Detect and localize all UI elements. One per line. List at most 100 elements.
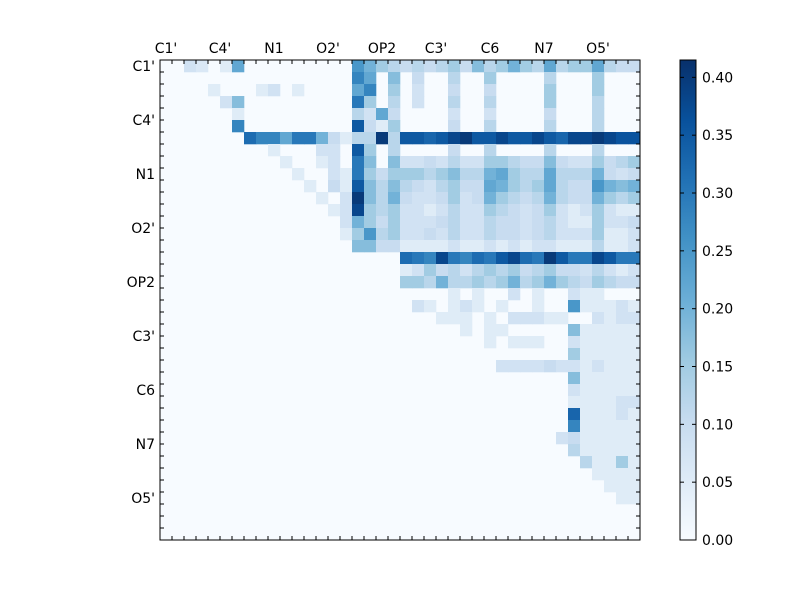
heatmap-cell [412,276,425,289]
heatmap-cell [448,300,461,313]
heatmap-cell [412,84,425,97]
heatmap-cell [496,300,509,313]
heatmap-cell [376,240,389,253]
heatmap-cell [628,348,641,361]
heatmap-cell [412,216,425,229]
heatmap-cell [544,84,557,97]
heatmap-cell [496,60,509,73]
heatmap-cell [400,204,413,217]
heatmap-cell [520,264,533,277]
heatmap-cell [352,180,365,193]
heatmap-cell [592,420,605,433]
heatmap-cell [316,132,329,145]
heatmap-cell [472,228,485,241]
heatmap-cell [484,180,497,193]
heatmap-cell [604,336,617,349]
heatmap-cell [616,192,629,205]
heatmap-cell [448,228,461,241]
heatmap-cell [364,228,377,241]
heatmap-cell [568,288,581,301]
heatmap-cell [568,60,581,73]
heatmap-cell [472,60,485,73]
heatmap-cell [424,264,437,277]
heatmap-cell [268,84,281,97]
heatmap-cell [580,216,593,229]
heatmap-cell [604,312,617,325]
heatmap-cell [580,360,593,373]
heatmap-cell [580,372,593,385]
heatmap-cell [568,264,581,277]
heatmap-cell [628,180,641,193]
heatmap-cell [268,144,281,157]
heatmap-cell [568,168,581,181]
heatmap-cell [628,480,641,493]
heatmap-cell [508,252,521,265]
heatmap-cell [508,240,521,253]
heatmap-cell [604,360,617,373]
heatmap-cell [604,276,617,289]
heatmap-cell [448,252,461,265]
heatmap-cell [604,180,617,193]
heatmap-cell [400,180,413,193]
heatmap-cell [544,192,557,205]
heatmap-cell [208,84,221,97]
heatmap-cell [616,180,629,193]
heatmap-cell [604,432,617,445]
heatmap-cell [460,60,473,73]
heatmap-cell [340,168,353,181]
heatmap-cell [496,252,509,265]
heatmap-cell [520,156,533,169]
heatmap-cell [616,348,629,361]
heatmap-cell [364,72,377,85]
heatmap-cell [592,228,605,241]
heatmap-cell [460,204,473,217]
heatmap-cell [400,264,413,277]
heatmap-cell [628,300,641,313]
heatmap-cell [388,60,401,73]
heatmap-cell [568,348,581,361]
heatmap-cell [424,156,437,169]
heatmap-cell [376,60,389,73]
heatmap-cell [496,216,509,229]
colorbar-ticks: 0.00 0.05 0.10 0.15 0.20 0.25 0.30 0.35 0.40 [680,70,733,549]
heatmap-cell [604,468,617,481]
heatmap-cell [592,276,605,289]
heatmap-cell [592,144,605,157]
heatmap-cell [580,60,593,73]
heatmap-cell [604,264,617,277]
heatmap-cell [580,336,593,349]
heatmap-cell [604,420,617,433]
heatmap-cell [364,156,377,169]
heatmap-cell [604,396,617,409]
heatmap-cell [592,60,605,73]
heatmap-cell [220,60,233,73]
heatmap-cell [460,324,473,337]
colorbar-tick-label: 0.20 [702,302,733,318]
heatmap-cell [436,180,449,193]
heatmap-cell [592,432,605,445]
x-tick-label: O5' [586,41,610,57]
heatmap-cell [460,240,473,253]
heatmap-cell [400,240,413,253]
heatmap-cell [484,120,497,133]
heatmap-cell [508,132,521,145]
heatmap-cell [352,84,365,97]
heatmap-cell [496,156,509,169]
heatmap-cell [484,84,497,97]
x-tick-label: N7 [534,41,553,57]
heatmap-cell [436,156,449,169]
heatmap-cell [448,156,461,169]
heatmap-cell [544,96,557,109]
heatmap-cell [568,300,581,313]
colorbar: 0.00 0.05 0.10 0.15 0.20 0.25 0.30 0.35 0.40 [679,59,733,549]
heatmap-cell [496,204,509,217]
heatmap-cell [412,264,425,277]
heatmap-cell [508,312,521,325]
heatmap-cell [376,192,389,205]
heatmap-cell [424,300,437,313]
heatmap-cell [604,384,617,397]
heatmap-cell [568,132,581,145]
heatmap-cell [244,132,257,145]
heatmap-cell [592,384,605,397]
heatmap-cell [460,300,473,313]
